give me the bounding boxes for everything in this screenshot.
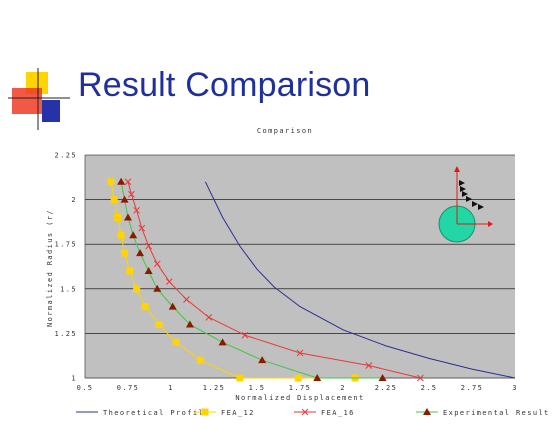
data-point-triangle xyxy=(153,284,162,292)
x-tick-label: 2 xyxy=(340,384,346,392)
y-tick-label: 1 xyxy=(71,375,77,383)
data-point-square xyxy=(294,374,302,382)
data-point-x xyxy=(145,242,152,250)
data-point-x xyxy=(241,331,249,339)
x-tick-label: 1.25 xyxy=(203,384,225,392)
y-tick-label: 2 xyxy=(71,196,77,204)
data-point-square xyxy=(155,320,163,328)
x-tick-label: 1.75 xyxy=(289,384,311,392)
x-tick-label: 1.5 xyxy=(249,384,266,392)
x-stroke xyxy=(205,313,213,321)
legend-item: Experimental Result xyxy=(416,408,550,417)
data-point-triangle xyxy=(144,266,153,274)
slide-logo xyxy=(8,68,70,130)
inset-triangles xyxy=(459,180,484,210)
data-point-square xyxy=(172,338,180,346)
chart-title: Comparison xyxy=(257,127,313,135)
data-point-x xyxy=(301,408,309,416)
data-point-square xyxy=(117,231,125,239)
data-point-square xyxy=(196,356,204,364)
series-line xyxy=(204,181,516,379)
x-stroke xyxy=(128,190,135,198)
legend-label: Experimental Result xyxy=(443,409,550,417)
inset-arrow-v xyxy=(454,166,460,172)
data-point-triangle xyxy=(124,213,132,221)
data-point-x xyxy=(183,296,190,303)
x-tick-label: 0.5 xyxy=(77,384,94,392)
chart-legend: Theoretical Profile FEA_12 FEA_16 Experimen… xyxy=(76,408,550,417)
data-point-square xyxy=(126,267,134,275)
x-stroke xyxy=(138,224,146,232)
x-axis-label: Normalized Displacement xyxy=(235,394,364,402)
logo-red-square xyxy=(12,88,42,114)
axes: 1 1.25 1.5 1.75 2 2.25 0.5 0.75 1 1.25 1.5 1.75 2 2.2… xyxy=(55,152,518,393)
data-point-square xyxy=(110,196,118,204)
y-tick-label: 1.5 xyxy=(60,285,77,293)
y-tick-label: 1.75 xyxy=(55,241,77,249)
data-point-square xyxy=(133,285,141,293)
y-axis-label: Normalized Radius (r/ xyxy=(46,209,54,327)
legend-item: Theoretical Profile xyxy=(76,409,210,417)
data-point-x xyxy=(296,349,304,357)
data-point-triangle xyxy=(423,408,431,415)
x-tick-label: 1 xyxy=(168,384,174,392)
x-stroke xyxy=(124,178,132,186)
x-tick-label: 3 xyxy=(512,384,518,392)
data-point-triangle xyxy=(129,231,138,239)
data-point-x xyxy=(138,224,146,232)
data-point-x xyxy=(124,178,132,186)
logo-blue-square xyxy=(42,100,60,122)
data-point-square xyxy=(107,178,115,186)
data-point-square xyxy=(121,249,129,257)
data-point-square xyxy=(236,374,244,382)
data-point-square xyxy=(114,213,122,221)
plot-area xyxy=(85,155,515,378)
x-stroke xyxy=(301,408,309,416)
data-point-triangle xyxy=(168,302,177,310)
data-point-x xyxy=(365,362,373,369)
x-tick-label: 0.75 xyxy=(117,384,139,392)
data-point-square xyxy=(141,303,149,311)
data-point-x xyxy=(153,260,161,268)
data-point-triangle xyxy=(258,356,267,364)
data-point-triangle xyxy=(120,195,129,203)
legend-item: FEA_12 xyxy=(194,408,255,417)
data-point-square xyxy=(201,408,209,416)
legend-label: FEA_12 xyxy=(221,409,255,417)
data-point-x xyxy=(133,206,140,214)
legend-item: FEA_16 xyxy=(294,408,355,417)
data-point-triangle xyxy=(136,249,145,257)
data-point-triangle xyxy=(185,320,194,328)
data-point-x xyxy=(205,313,213,321)
y-tick-label: 1.25 xyxy=(55,330,77,338)
x-stroke xyxy=(296,349,304,357)
inset-arrow-h xyxy=(488,221,493,227)
inset-diagram xyxy=(438,166,493,243)
x-stroke xyxy=(365,362,373,369)
y-tick-label: 2.25 xyxy=(55,152,77,160)
data-point-triangle xyxy=(378,374,387,381)
x-tick-label: 2.25 xyxy=(375,384,397,392)
legend-label: Theoretical Profile xyxy=(103,409,210,417)
x-stroke xyxy=(133,206,140,214)
data-point-x xyxy=(128,190,135,198)
x-tick-label: 2.5 xyxy=(421,384,438,392)
data-point-triangle xyxy=(117,177,126,185)
data-point-x xyxy=(417,374,424,382)
x-stroke xyxy=(145,242,152,250)
x-stroke xyxy=(153,260,161,268)
x-stroke xyxy=(183,296,190,303)
x-stroke xyxy=(165,278,173,286)
series-layer xyxy=(107,177,516,382)
x-stroke xyxy=(417,374,424,382)
data-point-x xyxy=(165,278,173,286)
slide-title: Result Comparison xyxy=(78,66,371,104)
data-point-triangle xyxy=(313,374,322,381)
data-point-triangle xyxy=(218,338,227,346)
x-tick-label: 2.75 xyxy=(461,384,483,392)
x-stroke xyxy=(241,331,249,339)
legend-label: FEA_16 xyxy=(321,409,355,417)
